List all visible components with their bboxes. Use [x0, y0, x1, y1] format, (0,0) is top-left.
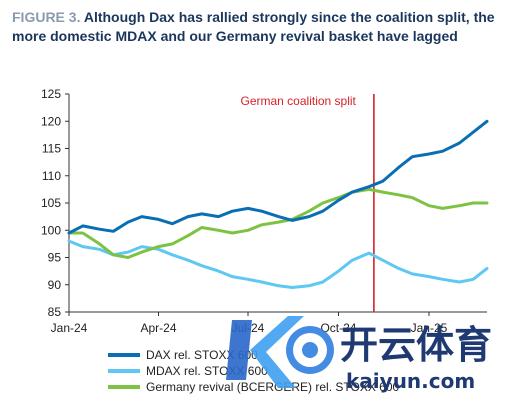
x-tick-label: Jan-24	[51, 321, 88, 335]
chart-title: FIGURE 3. Although Dax has rallied stron…	[12, 8, 502, 46]
watermark-sub-text: kaiyun.com	[346, 369, 475, 393]
dax-series-line	[67, 119, 489, 235]
y-tick-label: 105	[41, 196, 61, 210]
y-tick-label: 125	[41, 87, 61, 101]
x-tick-label: Oct-24	[320, 321, 356, 335]
coalition-split-label: German coalition split	[241, 94, 357, 108]
kaiyun-watermark: 开云体育 kaiyun.com	[226, 316, 492, 393]
legend-germany-revival-label: Germany revival (BCERGERE) rel. STOXX 60…	[146, 380, 400, 394]
x-tick-label: Apr-24	[140, 321, 176, 335]
watermark-main-text: 开云体育	[340, 323, 492, 367]
y-tick-label: 90	[48, 278, 62, 292]
x-tick-label: Jan-25	[411, 321, 448, 335]
y-tick-label: 100	[41, 223, 61, 237]
series-layer	[67, 119, 489, 289]
figure-title-text: Although Dax has rallied strongly since …	[12, 9, 495, 44]
y-tick-label: 85	[48, 305, 62, 319]
kaiyun-logo-icon	[226, 316, 334, 388]
y-tick-label: 120	[41, 114, 61, 128]
y-tick-label: 110	[42, 169, 61, 183]
annotation-layer: German coalition split	[241, 94, 375, 312]
mdax-series-line	[67, 239, 489, 289]
germany-revival-series-line	[67, 187, 489, 259]
y-tick-label: 95	[48, 251, 62, 265]
figure-label: FIGURE 3.	[12, 9, 81, 25]
y-tick-label: 115	[42, 142, 61, 156]
